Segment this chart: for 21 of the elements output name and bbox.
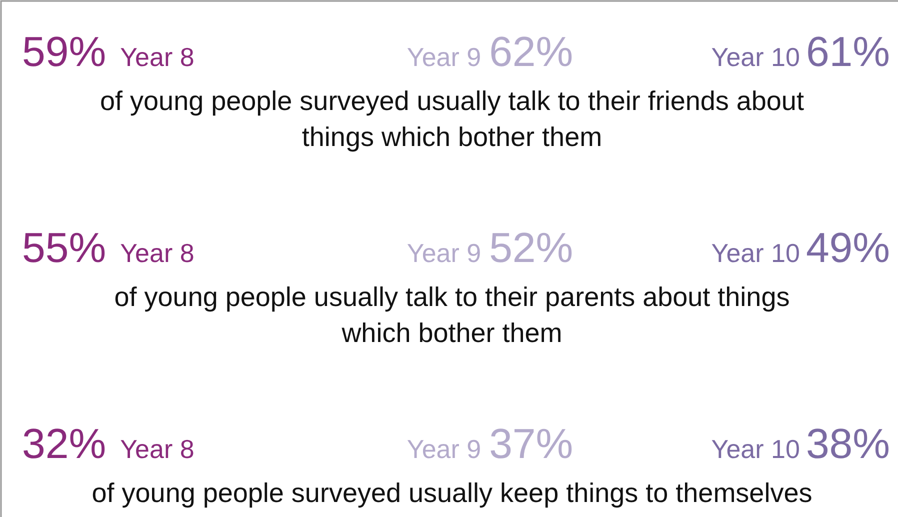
text: of young people surveyed usually keep things to themselves <box>92 478 812 508</box>
data-label: 61% <box>806 28 890 75</box>
data-label: 52% <box>489 224 574 271</box>
category-label: Year 8 <box>120 434 194 464</box>
category-label: Year 8 <box>120 238 194 268</box>
text: of young people surveyed usually talk to their friends about things which bother them <box>100 86 804 152</box>
data-label: 62% <box>489 28 574 75</box>
data-label: 32% <box>22 420 106 467</box>
data-label: 49% <box>806 224 890 271</box>
data-label: 37% <box>489 420 574 467</box>
category-label: Year 10 <box>711 434 800 464</box>
data-label: 38% <box>806 420 890 467</box>
category-label: Year 9 <box>406 42 482 72</box>
category-label: Year 9 <box>406 238 482 268</box>
category-label: Year 9 <box>406 434 482 464</box>
data-label: 59% <box>22 28 106 75</box>
category-label: Year 10 <box>711 42 800 72</box>
text: of young people usually talk to their parents about things which bother them <box>114 282 790 348</box>
data-label: 55% <box>22 224 106 271</box>
category-label: Year 10 <box>711 238 800 268</box>
category-label: Year 8 <box>120 42 194 72</box>
